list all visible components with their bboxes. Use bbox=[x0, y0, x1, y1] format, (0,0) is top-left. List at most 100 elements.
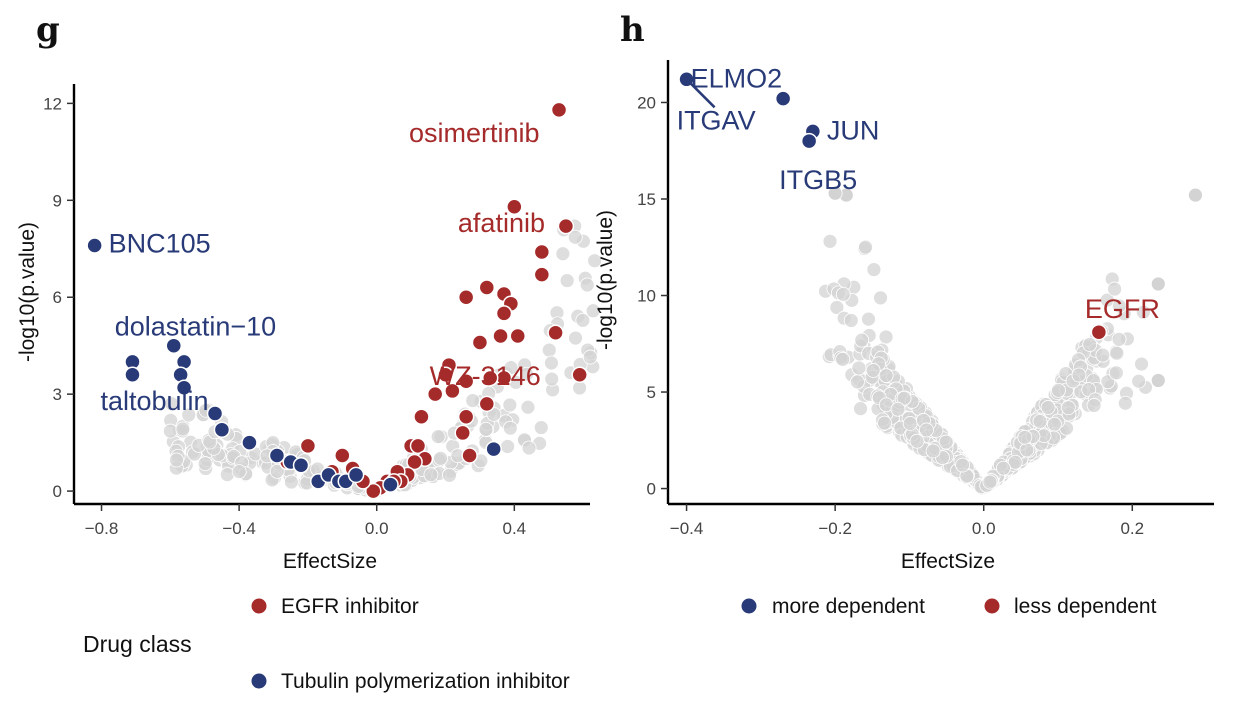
background-point bbox=[423, 467, 439, 483]
background-point bbox=[1150, 276, 1166, 292]
background-point bbox=[568, 330, 583, 346]
point-label: ITGB5 bbox=[779, 165, 857, 195]
y-tick-label: 12 bbox=[43, 94, 62, 113]
y-tick-label: 10 bbox=[637, 287, 656, 306]
data-point bbox=[457, 408, 475, 426]
point-label: afatinib bbox=[458, 208, 545, 238]
data-point bbox=[506, 198, 523, 216]
background-point bbox=[854, 332, 870, 348]
data-point bbox=[365, 482, 382, 500]
background-point bbox=[1017, 429, 1033, 445]
background-point bbox=[858, 239, 873, 255]
point-label: BNC105 bbox=[109, 229, 211, 259]
panel-label-g: g bbox=[36, 10, 60, 50]
legend-g: EGFR inhibitor Drug class Tubulin polyme… bbox=[83, 595, 570, 693]
data-point bbox=[571, 366, 588, 384]
y-axis-title: -log10(p.value) bbox=[16, 222, 39, 362]
background-point bbox=[1019, 442, 1035, 458]
background-point bbox=[1032, 413, 1048, 429]
background-point bbox=[982, 474, 998, 490]
point-labels: ELMO2 ITGAV JUN ITGB5 EGFR bbox=[677, 63, 1160, 324]
point-label: JUN bbox=[827, 115, 880, 145]
data-point bbox=[481, 369, 499, 387]
data-point bbox=[774, 90, 792, 107]
data-point bbox=[471, 334, 489, 351]
background-point bbox=[1040, 400, 1056, 415]
background-point bbox=[181, 407, 197, 423]
background-point bbox=[865, 363, 881, 378]
data-point bbox=[533, 266, 551, 283]
background-point bbox=[851, 360, 867, 376]
background-point bbox=[465, 393, 481, 408]
background-point bbox=[555, 246, 571, 262]
data-point bbox=[382, 476, 399, 493]
x-tick-label: −0.8 bbox=[85, 519, 119, 538]
data-point bbox=[478, 395, 496, 413]
data-point bbox=[557, 217, 575, 235]
background-point bbox=[861, 311, 876, 327]
background-point bbox=[909, 433, 925, 449]
background-point bbox=[1150, 373, 1166, 388]
x-axis-title: EffectSize bbox=[283, 550, 377, 573]
point-label: osimertinib bbox=[409, 118, 540, 148]
panel-label-h: h bbox=[620, 10, 645, 50]
background-point bbox=[587, 253, 603, 269]
background-point bbox=[878, 368, 894, 384]
background-point bbox=[843, 313, 859, 328]
legend-marker-tubulin bbox=[251, 673, 267, 689]
background-point bbox=[533, 420, 549, 435]
axis-ticks: −0.8 −0.4 0.0 0.4 0 3 6 9 12 bbox=[43, 94, 526, 538]
background-point bbox=[827, 185, 843, 201]
background-points bbox=[162, 218, 603, 499]
background-point bbox=[996, 460, 1011, 476]
data-point bbox=[213, 421, 231, 438]
legend-title: Drug class bbox=[83, 631, 192, 657]
background-point bbox=[1099, 292, 1115, 308]
data-point bbox=[461, 447, 478, 464]
background-point bbox=[500, 439, 516, 454]
background-point bbox=[1082, 337, 1098, 352]
background-point bbox=[585, 303, 601, 319]
y-tick-label: 20 bbox=[637, 93, 656, 112]
background-point bbox=[575, 312, 591, 328]
background-point bbox=[955, 457, 971, 473]
data-point bbox=[492, 327, 509, 345]
point-label: taltobulin bbox=[100, 386, 208, 416]
background-point bbox=[878, 329, 894, 345]
point-label: ITGAV bbox=[677, 105, 756, 135]
data-point bbox=[457, 372, 475, 390]
background-point bbox=[164, 396, 179, 412]
background-point bbox=[1086, 398, 1102, 413]
legend-label-egfr: EGFR inhibitor bbox=[281, 595, 419, 618]
background-point bbox=[1188, 187, 1203, 203]
background-point bbox=[478, 421, 494, 437]
data-point bbox=[347, 466, 365, 484]
data-point bbox=[406, 453, 423, 471]
background-point bbox=[1111, 298, 1127, 314]
y-axis-title: -log10(p.value) bbox=[594, 210, 617, 350]
background-point bbox=[433, 450, 448, 466]
background-point bbox=[1135, 304, 1151, 320]
point-label: EGFR bbox=[1085, 294, 1160, 324]
data-point bbox=[550, 101, 568, 119]
point-label: WZ-3146 bbox=[430, 361, 541, 391]
point-label: dolastatin−10 bbox=[115, 312, 276, 342]
background-point bbox=[544, 355, 559, 371]
background-points bbox=[818, 185, 1203, 496]
y-tick-label: 3 bbox=[53, 385, 62, 404]
background-point bbox=[231, 464, 247, 479]
data-point bbox=[1090, 323, 1108, 341]
data-point bbox=[409, 437, 427, 455]
data-point bbox=[485, 440, 502, 458]
background-point bbox=[442, 467, 457, 483]
background-point bbox=[1007, 454, 1023, 470]
data-point bbox=[175, 379, 193, 396]
background-point bbox=[567, 229, 583, 245]
background-point bbox=[197, 456, 213, 471]
data-point bbox=[437, 366, 454, 384]
background-point bbox=[502, 397, 518, 413]
panel-h: −0.4 −0.2 0.0 0.2 0 5 10 15 20 ELMO2 ITGAV JUN ITGB… bbox=[594, 60, 1214, 618]
background-point bbox=[1134, 356, 1149, 372]
data-point bbox=[292, 456, 310, 474]
highlight-points bbox=[86, 101, 588, 500]
